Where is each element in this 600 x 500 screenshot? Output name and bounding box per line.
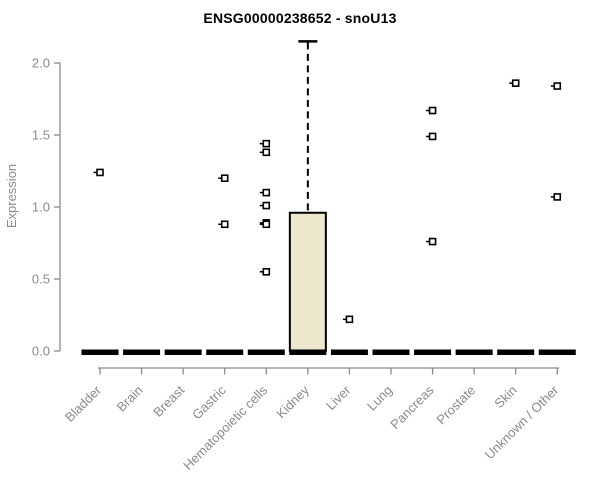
x-tick-label: Kidney <box>273 382 312 421</box>
y-tick-label: 1.0 <box>32 200 50 215</box>
outlier-point <box>345 315 354 324</box>
zero-median-bar <box>81 349 119 355</box>
x-tick-label: Breast <box>150 382 187 419</box>
outlier-point <box>428 106 437 115</box>
x-tick-label: Bladder <box>62 382 105 425</box>
zero-median-bar <box>206 349 244 355</box>
zero-median-bar <box>455 349 493 355</box>
outlier-point <box>262 220 271 229</box>
outlier-point <box>262 139 271 148</box>
x-tick-label: Skin <box>491 383 519 411</box>
outlier-point <box>428 237 437 246</box>
y-tick-label: 0.0 <box>32 344 50 359</box>
zero-median-bar <box>330 349 368 355</box>
zero-median-bar <box>538 349 576 355</box>
zero-median-bar <box>372 349 410 355</box>
outlier-point <box>220 220 229 229</box>
y-tick-label: 0.5 <box>32 272 50 287</box>
outlier-point <box>511 79 520 87</box>
outlier-point <box>262 267 271 276</box>
zero-median-bar <box>247 349 285 355</box>
outlier-point <box>262 148 271 157</box>
zero-median-bar <box>164 349 202 355</box>
outlier-point <box>262 201 271 210</box>
zero-median-bar <box>414 349 452 355</box>
box <box>288 211 327 352</box>
y-tick-label: 2.0 <box>32 56 50 71</box>
outlier-point <box>428 132 437 141</box>
outlier-point <box>262 188 271 197</box>
x-tick-label: Pancreas <box>387 382 437 432</box>
y-tick-label: 1.5 <box>32 128 50 143</box>
zero-median-bar <box>289 349 327 355</box>
x-tick-label: Liver <box>323 382 354 413</box>
x-tick-label: Unknown / Other <box>482 382 562 462</box>
outlier-point <box>553 193 562 201</box>
x-tick-label: Gastric <box>189 382 229 422</box>
x-tick-label: Lung <box>364 383 395 414</box>
x-tick-label: Prostate <box>433 383 478 428</box>
outlier-point <box>553 82 562 90</box>
x-tick-label: Brain <box>114 383 146 415</box>
zero-median-bar <box>123 349 161 355</box>
y-axis-title: Expression <box>4 164 19 228</box>
outlier-point <box>96 168 104 177</box>
chart-title: ENSG00000238652 - snoU13 <box>203 10 397 26</box>
outlier-point <box>220 174 229 182</box>
zero-median-bar <box>497 349 535 355</box>
